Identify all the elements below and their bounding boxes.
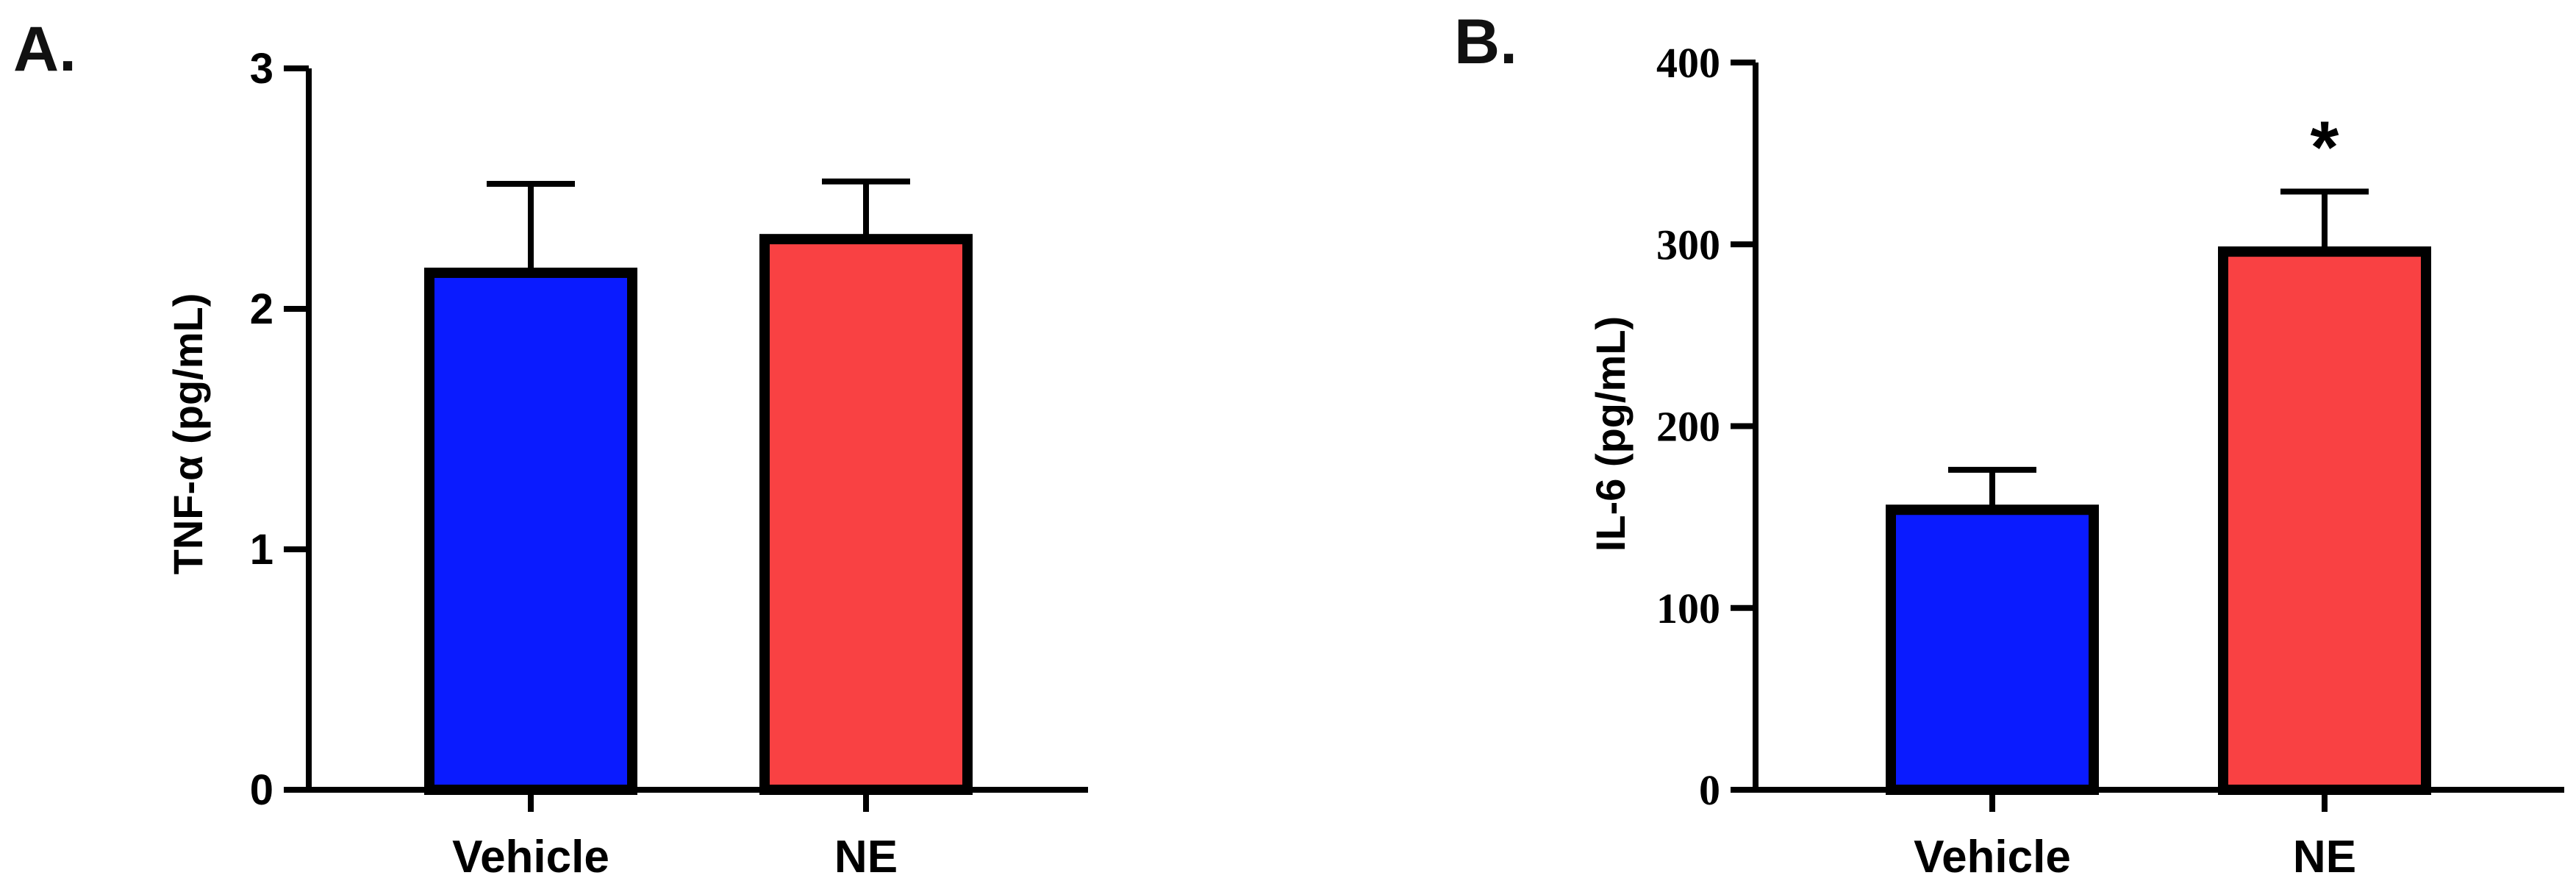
panel-b-ytick-label: 300 xyxy=(1656,221,1720,268)
panel-a-y-ticks: 0 1 2 3 xyxy=(250,45,309,814)
panel-a-bar-ne xyxy=(759,234,973,796)
panel-b-ytick-label: 400 xyxy=(1656,39,1720,87)
panel-a-ytick-label: 0 xyxy=(250,766,273,814)
panel-b-significance-star: * xyxy=(2311,107,2339,189)
panel-a-letter: A. xyxy=(13,14,76,85)
panel-b-y-ticks: 0 100 200 300 400 xyxy=(1656,39,1756,814)
panel-b-ylabel: IL-6 (pg/mL) xyxy=(1587,316,1634,552)
panel-a-category-ne: NE xyxy=(834,832,898,882)
panel-a-ytick-label: 2 xyxy=(250,285,273,333)
panel-b-letter: B. xyxy=(1454,7,1517,77)
panel-a-ytick-label: 3 xyxy=(250,45,273,93)
panel-a-ytick-label: 1 xyxy=(250,526,273,574)
panel-a-ylabel: TNF-α (pg/mL) xyxy=(165,293,211,575)
panel-b-bar-vehicle xyxy=(1886,504,2099,795)
panel-a: A. TNF-α (pg/mL) 0 1 2 3 Vehicle NE xyxy=(13,14,1088,882)
panel-a-bars xyxy=(424,178,973,796)
panel-b-bars xyxy=(1886,188,2431,795)
panel-b-ytick-label: 200 xyxy=(1656,403,1720,451)
panel-b-bar-ne xyxy=(2218,246,2431,795)
panel-b-ytick-label: 0 xyxy=(1699,766,1720,814)
panel-b: B. IL-6 (pg/mL) 0 100 200 300 400 * xyxy=(1454,7,2564,882)
panel-a-category-vehicle: Vehicle xyxy=(452,832,609,882)
panel-b-ytick-label: 100 xyxy=(1656,585,1720,632)
panel-a-bar-vehicle xyxy=(424,267,637,795)
panel-b-category-ne: NE xyxy=(2293,832,2356,882)
panel-b-category-vehicle: Vehicle xyxy=(1914,832,2071,882)
